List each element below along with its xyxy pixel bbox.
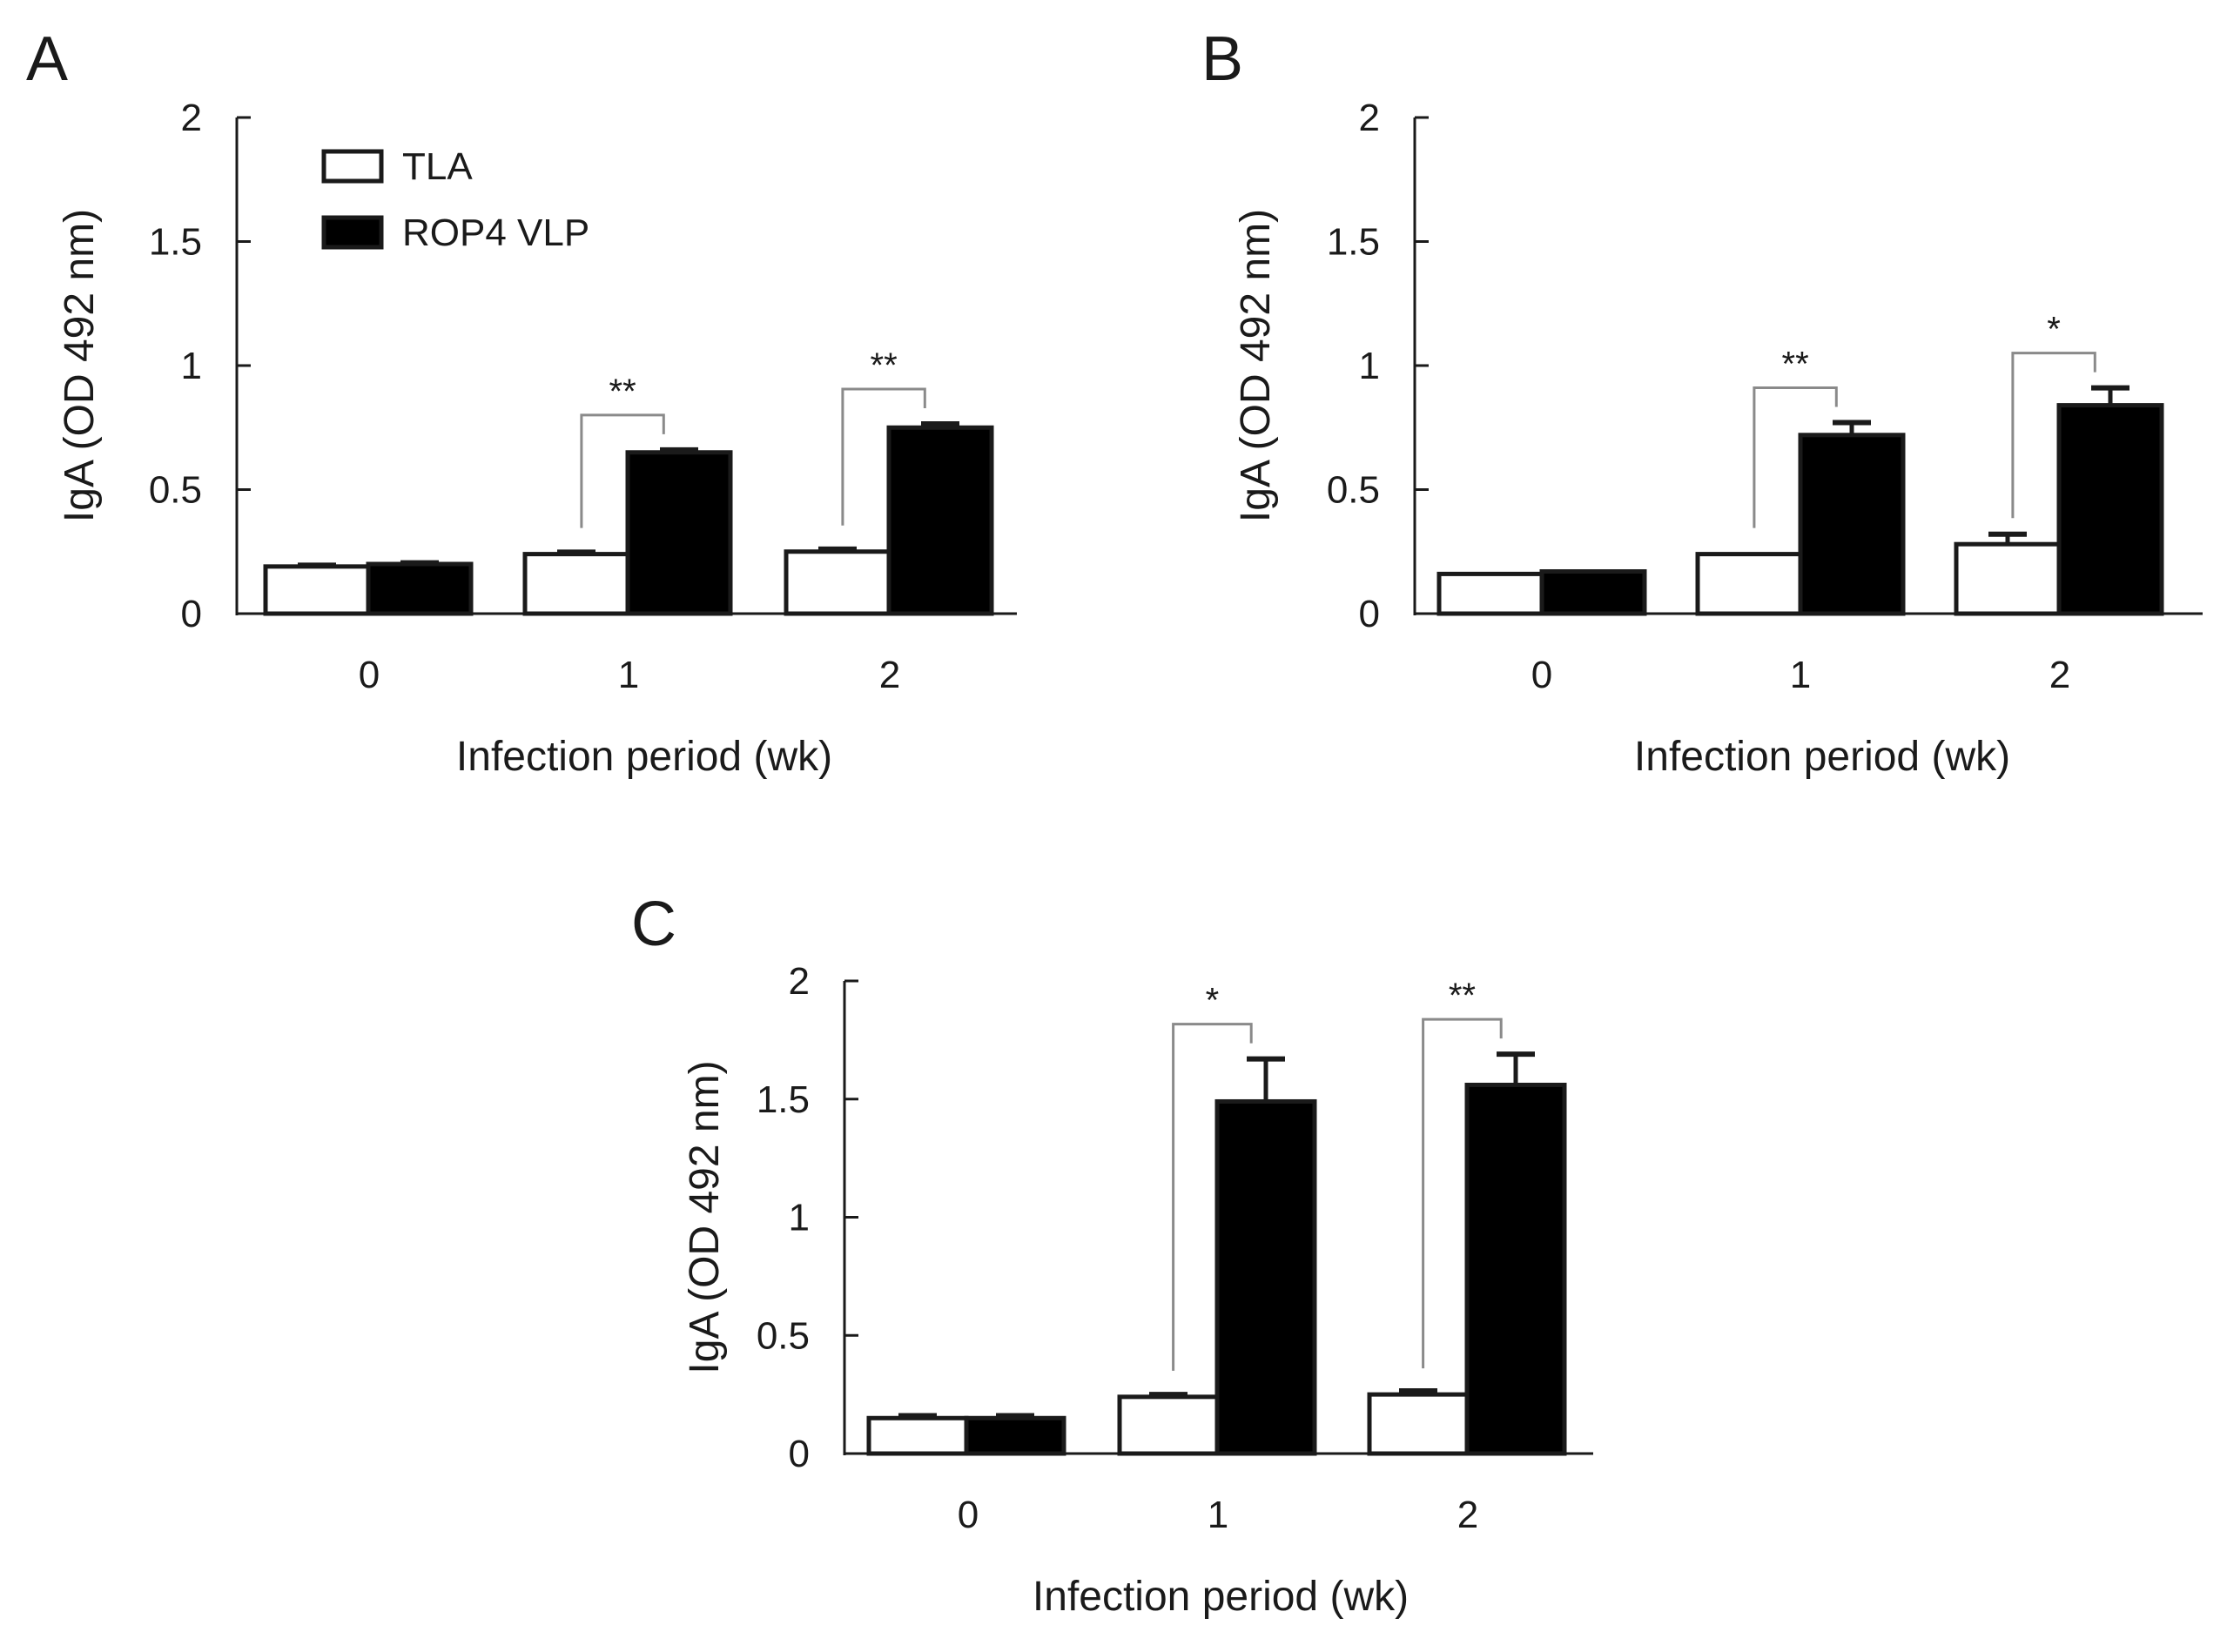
y-tick-label: 1 [789, 1197, 810, 1239]
bar-tla [1117, 1394, 1220, 1456]
y-tick-label: 0 [181, 593, 202, 635]
bar-tla [522, 552, 630, 616]
significance-bracket [841, 387, 926, 526]
y-tick-label: 1.5 [1327, 221, 1380, 264]
y-tick-label: 2 [1359, 97, 1380, 139]
y-tick-label: 0.5 [757, 1314, 810, 1357]
legend: TLA ROP4 VLP [321, 145, 589, 254]
x-axis-label: Infection period (wk) [1033, 1574, 1409, 1620]
significance-label: ** [609, 373, 636, 411]
significance-bracket [2011, 352, 2096, 519]
y-tick-label: 1.5 [757, 1078, 810, 1121]
y-axis-label: IgA (OD 492 nm) [682, 1060, 728, 1373]
y-axis-label: IgA (OD 492 nm) [57, 209, 103, 522]
x-tick-label: 1 [618, 654, 639, 696]
legend-swatch-tla [321, 149, 384, 184]
bar-tla [1367, 1392, 1470, 1456]
x-tick-label: 2 [879, 654, 900, 696]
bar-tla [866, 1415, 969, 1456]
bar-rop4-vlp [366, 561, 474, 616]
y-tick-label: 1 [1359, 345, 1380, 387]
bar-rop4-vlp [964, 1415, 1066, 1456]
panel-label: A [26, 24, 68, 94]
x-tick-label: 2 [1457, 1494, 1478, 1536]
significance-bracket [1172, 1023, 1253, 1371]
y-tick-label: 0.5 [1327, 469, 1380, 512]
legend-label-rop4-vlp: ROP4 VLP [402, 212, 589, 254]
panel-label: B [1201, 24, 1243, 94]
bar-rop4-vlp [2056, 403, 2164, 616]
x-tick-label: 0 [1531, 654, 1552, 696]
x-tick-label: 1 [1208, 1494, 1228, 1536]
y-tick-label: 2 [181, 97, 202, 139]
bar-tla [1695, 552, 1803, 616]
bar-rop4-vlp [1539, 569, 1647, 616]
panel-label: C [631, 890, 676, 959]
significance-bracket [580, 413, 665, 528]
y-tick-label: 0 [789, 1433, 810, 1475]
x-tick-label: 0 [958, 1494, 979, 1536]
bar-tla [1436, 571, 1544, 616]
legend-label-tla: TLA [402, 145, 473, 188]
x-tick-label: 0 [359, 654, 380, 696]
bar-rop4-vlp [886, 425, 994, 616]
bar-rop4-vlp [1464, 1082, 1567, 1456]
significance-label: ** [871, 346, 898, 385]
y-tick-label: 1 [181, 345, 202, 387]
bar-tla [1954, 541, 2062, 616]
significance-label: ** [1782, 346, 1809, 384]
significance-bracket [1753, 386, 1838, 528]
y-tick-label: 0.5 [149, 469, 202, 512]
x-axis-label: Infection period (wk) [456, 734, 832, 780]
y-tick-label: 0 [1359, 593, 1380, 635]
legend-swatch-rop4-vlp [321, 215, 384, 250]
x-tick-label: 2 [2049, 654, 2070, 696]
x-tick-label: 1 [1790, 654, 1811, 696]
significance-label: * [1206, 982, 1220, 1020]
significance-label: ** [1449, 977, 1476, 1015]
significance-bracket [1422, 1017, 1503, 1369]
bar-rop4-vlp [1798, 433, 1906, 616]
bar-rop4-vlp [625, 450, 733, 616]
y-axis-label: IgA (OD 492 nm) [1233, 209, 1279, 522]
bar-rop4-vlp [1214, 1098, 1317, 1456]
significance-label: * [2047, 311, 2061, 349]
y-tick-label: 1.5 [149, 221, 202, 264]
y-tick-label: 2 [789, 960, 810, 1003]
x-axis-label: Infection period (wk) [1634, 734, 2010, 780]
bar-tla [263, 564, 371, 616]
bar-tla [784, 549, 891, 616]
